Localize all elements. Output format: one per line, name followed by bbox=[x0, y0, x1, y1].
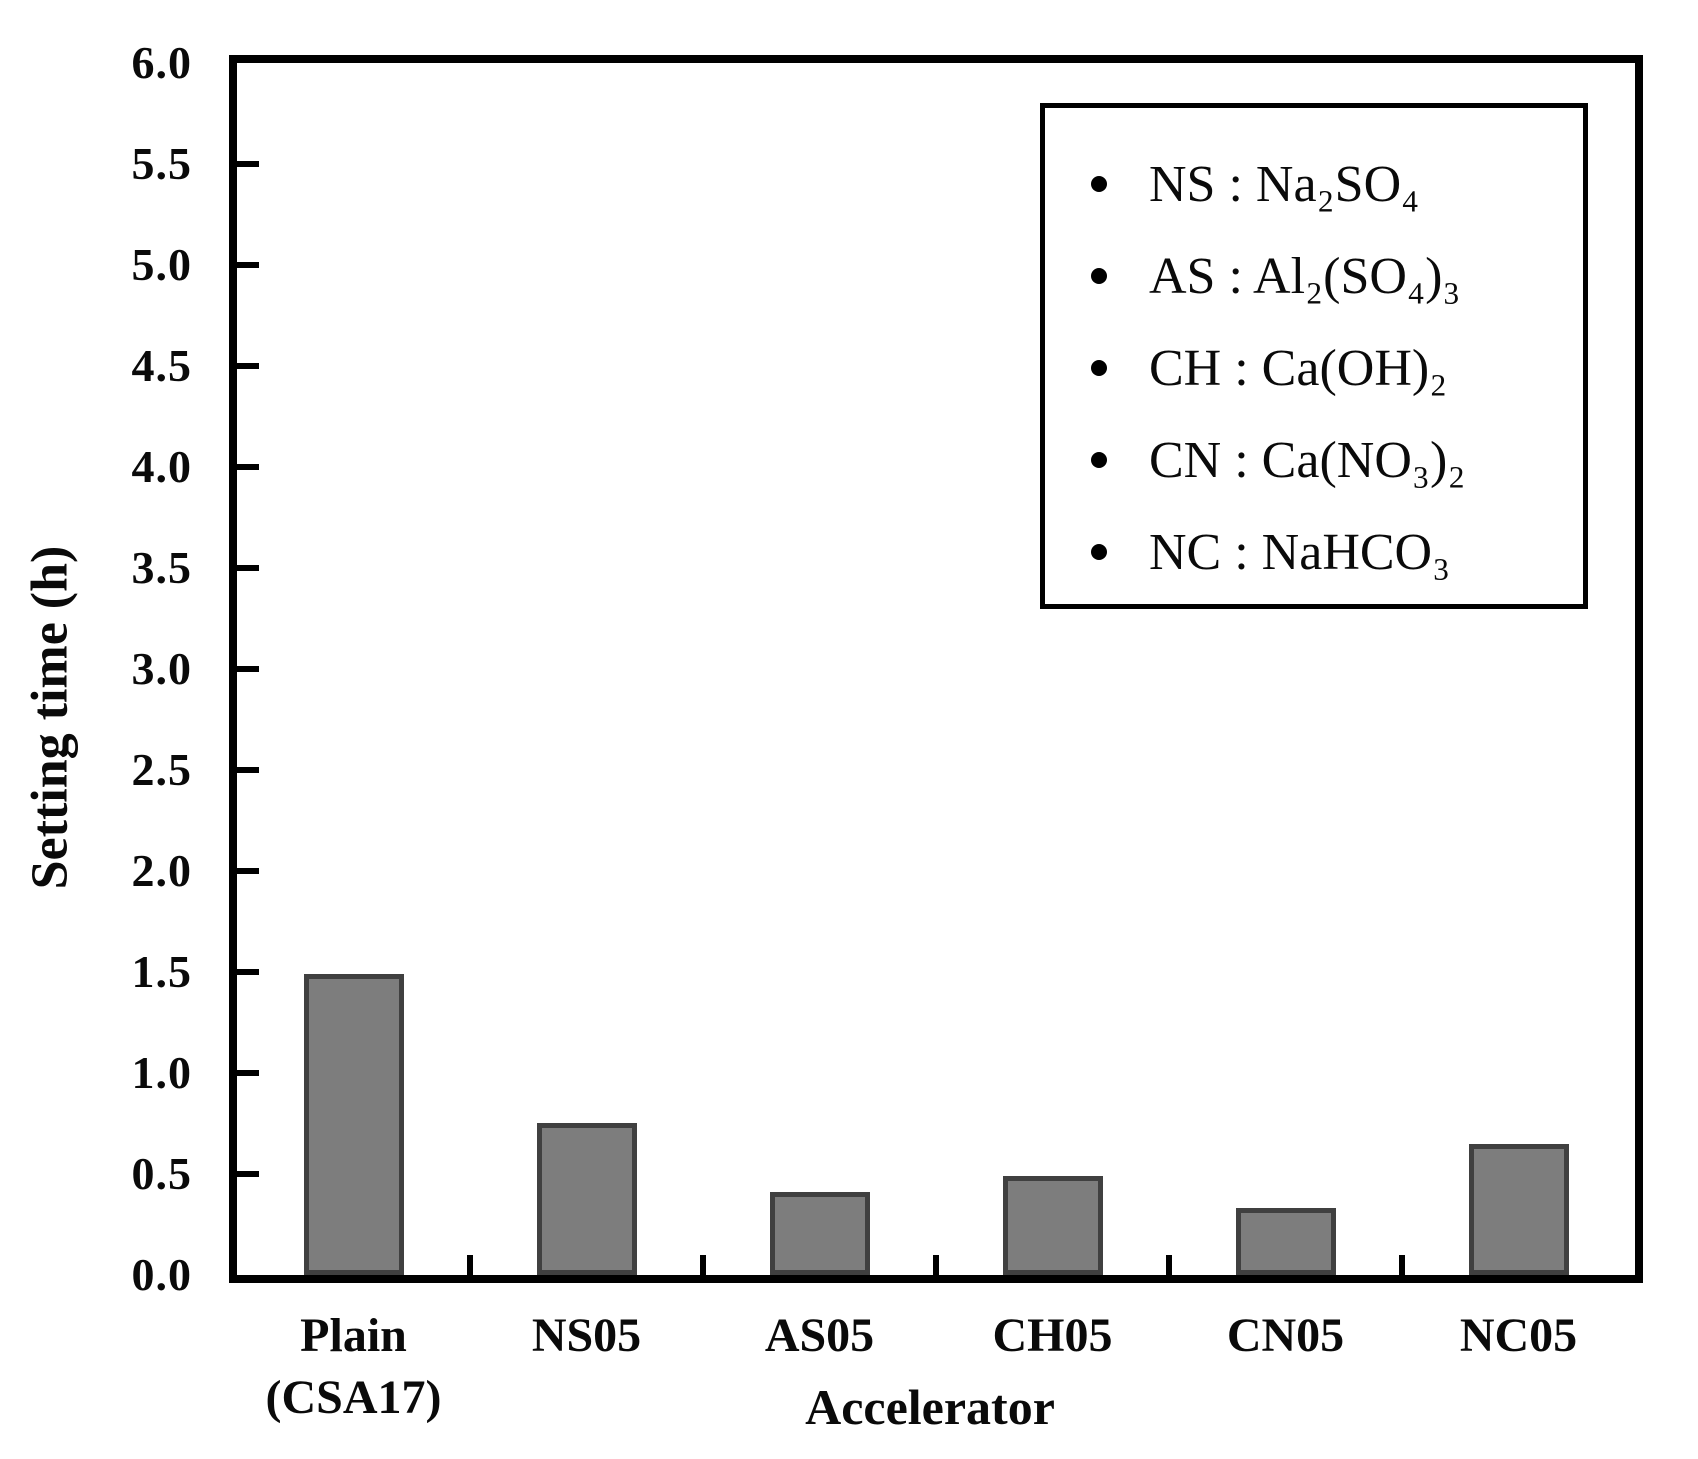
y-tick-label: 2.5 bbox=[131, 744, 192, 795]
y-tick-label: 2.0 bbox=[131, 845, 192, 896]
x-category-label: Plain (CSA17) bbox=[224, 1305, 484, 1429]
legend-label: CN : Ca(NO₃)₂ bbox=[1149, 431, 1466, 489]
x-tick bbox=[1166, 1255, 1172, 1275]
y-tick-label: 5.0 bbox=[131, 239, 192, 290]
bar-cn05 bbox=[1235, 1208, 1336, 1275]
x-tick bbox=[700, 1255, 706, 1275]
y-tick-label: 3.0 bbox=[131, 643, 192, 694]
y-tick-label: 1.5 bbox=[131, 946, 192, 997]
y-tick-label: 4.5 bbox=[131, 340, 192, 391]
legend-item: CN : Ca(NO₃)₂ bbox=[1091, 414, 1583, 506]
bar-ns05 bbox=[536, 1123, 637, 1275]
legend-label: AS : Al₂(SO₄)₃ bbox=[1149, 247, 1461, 305]
legend: NS : Na₂SO₄ AS : Al₂(SO₄)₃ CH : Ca(OH)₂ CN … bbox=[1040, 103, 1588, 609]
y-tick-label: 5.5 bbox=[131, 138, 192, 189]
bullet-icon bbox=[1091, 268, 1107, 284]
y-tick bbox=[237, 868, 259, 874]
y-tick-label: 1.0 bbox=[131, 1047, 192, 1098]
bullet-icon bbox=[1091, 176, 1107, 192]
x-category-label: CH05 bbox=[923, 1305, 1183, 1367]
y-tick bbox=[237, 1070, 259, 1076]
legend-label: CH : Ca(OH)₂ bbox=[1149, 339, 1448, 397]
bar-plain bbox=[303, 974, 404, 1275]
x-category-line: CH05 bbox=[992, 1309, 1113, 1362]
x-category-label: AS05 bbox=[690, 1305, 950, 1367]
legend-item: AS : Al₂(SO₄)₃ bbox=[1091, 230, 1583, 322]
legend-item: CH : Ca(OH)₂ bbox=[1091, 322, 1583, 414]
x-tick bbox=[467, 1255, 473, 1275]
legend-item: NC : NaHCO₃ bbox=[1091, 506, 1583, 598]
bar-as05 bbox=[769, 1192, 870, 1275]
x-category-line: (CSA17) bbox=[265, 1371, 442, 1424]
x-category-line: Plain bbox=[300, 1309, 407, 1362]
y-tick bbox=[237, 464, 259, 470]
y-tick bbox=[237, 969, 259, 975]
y-tick bbox=[237, 161, 259, 167]
y-tick bbox=[237, 565, 259, 571]
legend-item: NS : Na₂SO₄ bbox=[1091, 138, 1583, 230]
bullet-icon bbox=[1091, 544, 1107, 560]
x-category-line: AS05 bbox=[764, 1309, 875, 1362]
y-tick bbox=[237, 666, 259, 672]
bullet-icon bbox=[1091, 452, 1107, 468]
x-category-label: NS05 bbox=[457, 1305, 717, 1367]
bar-ch05 bbox=[1002, 1176, 1103, 1275]
bullet-icon bbox=[1091, 360, 1107, 376]
x-axis-title: Accelerator bbox=[805, 1379, 1055, 1435]
y-tick-label: 6.0 bbox=[131, 37, 192, 88]
bar-nc05 bbox=[1468, 1144, 1569, 1275]
x-category-label: NC05 bbox=[1389, 1305, 1649, 1367]
legend-label: NS : Na₂SO₄ bbox=[1149, 155, 1420, 213]
y-tick-label: 0.5 bbox=[131, 1148, 192, 1199]
y-tick-label: 4.0 bbox=[131, 441, 192, 492]
y-tick-label: 0.0 bbox=[131, 1249, 192, 1300]
legend-label: NC : NaHCO₃ bbox=[1149, 523, 1451, 581]
x-category-line: NC05 bbox=[1459, 1309, 1578, 1362]
y-tick bbox=[237, 363, 259, 369]
y-tick bbox=[237, 767, 259, 773]
x-tick bbox=[1399, 1255, 1405, 1275]
x-category-line: NS05 bbox=[531, 1309, 642, 1362]
y-tick bbox=[237, 262, 259, 268]
x-tick bbox=[933, 1255, 939, 1275]
x-category-line: CN05 bbox=[1226, 1309, 1345, 1362]
y-tick bbox=[237, 1171, 259, 1177]
x-category-label: CN05 bbox=[1156, 1305, 1416, 1367]
y-tick-label: 3.5 bbox=[131, 542, 192, 593]
